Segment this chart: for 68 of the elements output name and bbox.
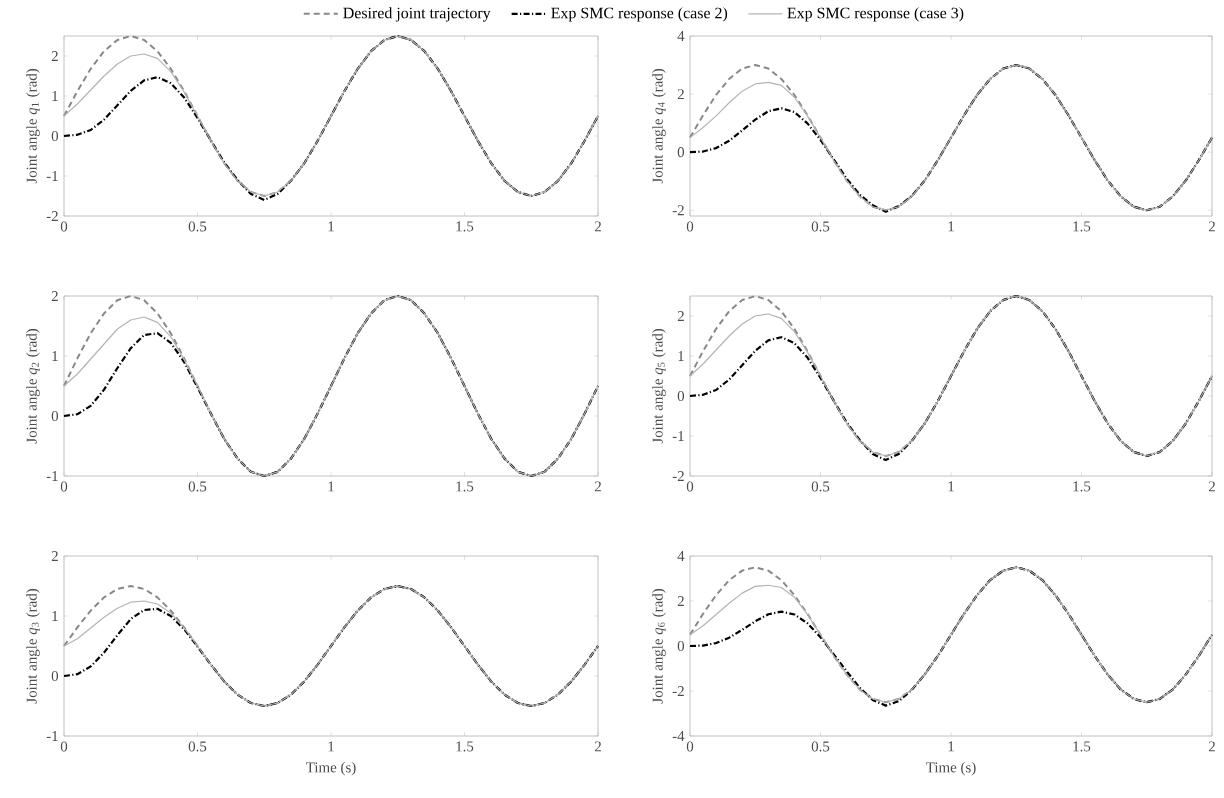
y-tick-label: 2 bbox=[677, 596, 684, 606]
y-tick-label: -2 bbox=[672, 471, 684, 481]
x-tick-label: 2 bbox=[594, 221, 601, 232]
x-tick-label: 0 bbox=[60, 741, 68, 752]
y-tick-label: 1 bbox=[678, 351, 684, 361]
x-tick-label: 0.5 bbox=[188, 221, 207, 232]
y-tick-label: -1 bbox=[46, 171, 58, 181]
x-tick-label: 1.5 bbox=[1073, 741, 1091, 752]
y-tick-label: 0 bbox=[677, 640, 685, 652]
y-tick-label: 0 bbox=[677, 390, 685, 402]
y-tick-label: 1 bbox=[52, 611, 58, 621]
y-tick-label: -1 bbox=[46, 731, 58, 741]
y-tick-label: 2 bbox=[51, 51, 58, 61]
x-tick-label: 0.5 bbox=[188, 481, 207, 492]
x-axis-title: Time (s) bbox=[926, 761, 976, 776]
y-tick-label: -2 bbox=[46, 211, 58, 221]
y-tick-label: 1 bbox=[52, 351, 58, 361]
y-tick-label: 0 bbox=[51, 670, 59, 682]
x-tick-label: 1.5 bbox=[1073, 221, 1091, 232]
y-tick-label: -2 bbox=[672, 686, 684, 696]
x-tick-label: 2 bbox=[594, 741, 601, 752]
y-axis-title: Joint angle q$_{1}$ (rad) bbox=[26, 68, 40, 184]
y-axis-title: Joint angle q$_{4}$ (rad) bbox=[652, 68, 666, 184]
x-tick-label: 0 bbox=[686, 221, 694, 232]
legend-label: Desired joint trajectory bbox=[343, 7, 491, 22]
y-tick-label: 2 bbox=[51, 551, 58, 561]
x-tick-label: 0.5 bbox=[811, 481, 830, 492]
y-axis-title: Joint angle q$_{3}$ (rad) bbox=[26, 588, 40, 704]
y-tick-label: -1 bbox=[672, 431, 684, 441]
y-tick-label: 2 bbox=[677, 311, 684, 321]
legend-label: Exp SMC response (case 2) bbox=[551, 7, 728, 22]
y-tick-label: 2 bbox=[51, 291, 58, 301]
y-tick-label: -2 bbox=[672, 205, 684, 216]
x-tick-label: 0.5 bbox=[811, 221, 830, 232]
x-tick-label: 2 bbox=[1208, 481, 1215, 492]
x-tick-label: 0 bbox=[60, 481, 68, 492]
x-tick-label: 1 bbox=[328, 481, 334, 492]
x-tick-label: 1 bbox=[948, 741, 954, 752]
y-tick-label: 1 bbox=[52, 91, 58, 101]
y-tick-label: 4 bbox=[677, 31, 685, 41]
x-tick-label: 2 bbox=[1208, 741, 1215, 752]
x-tick-label: 1 bbox=[948, 221, 954, 232]
x-tick-label: 0 bbox=[60, 221, 68, 232]
x-tick-label: 0 bbox=[686, 481, 694, 492]
x-axis-title: Time (s) bbox=[306, 761, 356, 776]
x-tick-label: 2 bbox=[1208, 221, 1215, 232]
x-tick-label: 1 bbox=[328, 741, 334, 752]
y-tick-label: 0 bbox=[677, 147, 685, 158]
y-tick-label: 4 bbox=[677, 551, 685, 561]
x-tick-label: 1.5 bbox=[456, 221, 474, 232]
y-tick-label: -4 bbox=[672, 731, 685, 741]
y-tick-label: 0 bbox=[51, 130, 59, 142]
x-tick-label: 1 bbox=[328, 221, 334, 232]
y-tick-label: -1 bbox=[46, 471, 58, 481]
y-axis-title: Joint angle q$_{6}$ (rad) bbox=[652, 588, 666, 704]
x-tick-label: 1.5 bbox=[456, 481, 474, 492]
x-tick-label: 0 bbox=[686, 741, 694, 752]
y-axis-title: Joint angle q$_{5}$ (rad) bbox=[652, 328, 666, 444]
x-tick-label: 2 bbox=[594, 481, 601, 492]
x-tick-label: 1.5 bbox=[1073, 481, 1091, 492]
x-tick-label: 1 bbox=[948, 481, 954, 492]
y-axis-title: Joint angle q$_{2}$ (rad) bbox=[26, 328, 40, 444]
x-tick-label: 0.5 bbox=[811, 741, 830, 752]
x-tick-label: 1.5 bbox=[456, 741, 474, 752]
legend-label: Exp SMC response (case 3) bbox=[787, 7, 964, 22]
y-tick-label: 0 bbox=[51, 410, 59, 422]
x-tick-label: 0.5 bbox=[188, 741, 207, 752]
y-tick-label: 2 bbox=[677, 89, 684, 100]
